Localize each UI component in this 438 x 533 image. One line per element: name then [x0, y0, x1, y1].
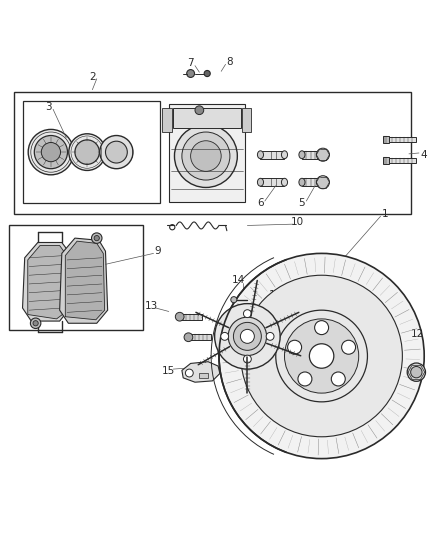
Circle shape: [411, 367, 422, 378]
Circle shape: [298, 372, 312, 386]
Ellipse shape: [299, 151, 305, 159]
Circle shape: [94, 236, 99, 241]
Text: 12: 12: [411, 329, 424, 339]
Ellipse shape: [282, 179, 288, 186]
Bar: [261, 151, 285, 159]
Circle shape: [342, 340, 356, 354]
Bar: [22, 101, 160, 203]
Circle shape: [316, 176, 329, 189]
Circle shape: [219, 253, 424, 458]
Circle shape: [285, 319, 359, 393]
Bar: [169, 103, 245, 202]
Polygon shape: [182, 362, 220, 382]
Circle shape: [41, 142, 60, 161]
Text: 3: 3: [46, 102, 52, 112]
Circle shape: [309, 344, 334, 368]
Bar: [383, 157, 389, 164]
Circle shape: [34, 135, 67, 169]
Circle shape: [407, 363, 426, 381]
Bar: [199, 373, 208, 378]
Text: 14: 14: [232, 276, 245, 286]
Circle shape: [195, 106, 204, 115]
Text: 8: 8: [226, 57, 233, 67]
Circle shape: [30, 318, 41, 328]
Circle shape: [33, 321, 38, 326]
Ellipse shape: [258, 179, 264, 186]
Circle shape: [231, 297, 237, 303]
Circle shape: [233, 322, 261, 350]
Circle shape: [204, 70, 210, 77]
Circle shape: [314, 321, 328, 335]
Bar: [180, 313, 202, 320]
Text: 2: 2: [89, 71, 95, 82]
Circle shape: [69, 134, 106, 171]
Polygon shape: [65, 241, 105, 320]
Polygon shape: [28, 246, 65, 319]
Circle shape: [266, 333, 274, 340]
Bar: [386, 137, 416, 142]
Circle shape: [184, 333, 193, 342]
Circle shape: [75, 140, 99, 164]
Bar: [173, 108, 241, 128]
Circle shape: [174, 125, 237, 188]
Bar: [383, 136, 389, 143]
Bar: [242, 108, 251, 132]
Bar: [302, 151, 323, 159]
Circle shape: [28, 130, 74, 175]
Circle shape: [316, 148, 329, 161]
Circle shape: [228, 317, 267, 356]
Bar: [10, 225, 143, 330]
Circle shape: [175, 312, 184, 321]
Ellipse shape: [299, 179, 305, 186]
Text: 5: 5: [299, 198, 305, 208]
Circle shape: [185, 369, 193, 377]
Circle shape: [215, 304, 280, 369]
Text: 13: 13: [145, 301, 158, 311]
Circle shape: [288, 340, 302, 354]
Polygon shape: [22, 243, 68, 321]
Circle shape: [331, 372, 345, 386]
Circle shape: [182, 132, 230, 180]
Text: 7: 7: [187, 59, 194, 68]
Circle shape: [276, 310, 367, 402]
Circle shape: [221, 333, 229, 340]
Bar: [14, 92, 411, 214]
Text: 11: 11: [269, 290, 283, 300]
Circle shape: [187, 70, 194, 77]
Circle shape: [244, 310, 251, 318]
Circle shape: [92, 233, 102, 244]
Ellipse shape: [282, 151, 288, 159]
Bar: [188, 334, 211, 340]
Bar: [302, 179, 323, 186]
Text: 10: 10: [291, 217, 304, 227]
Polygon shape: [60, 238, 108, 323]
Ellipse shape: [258, 151, 264, 159]
Bar: [386, 158, 416, 163]
Circle shape: [241, 275, 403, 437]
Text: 9: 9: [155, 246, 161, 256]
Circle shape: [100, 135, 133, 169]
Text: 6: 6: [257, 198, 264, 208]
Circle shape: [244, 355, 251, 363]
Text: 4: 4: [420, 150, 427, 160]
Text: 15: 15: [162, 366, 175, 376]
Circle shape: [106, 141, 127, 163]
Bar: [162, 108, 172, 132]
Circle shape: [191, 141, 221, 171]
Circle shape: [240, 329, 254, 343]
Text: 1: 1: [381, 209, 388, 219]
Bar: [261, 179, 285, 186]
